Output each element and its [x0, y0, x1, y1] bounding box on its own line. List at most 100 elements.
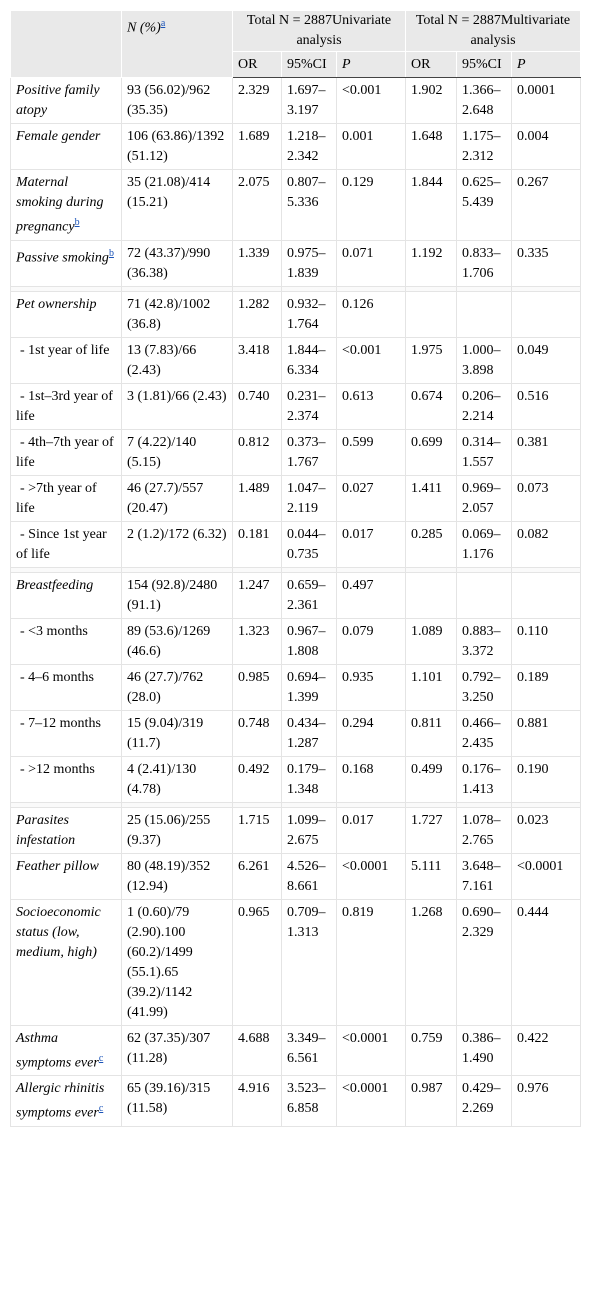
cell: <0.0001	[336, 852, 406, 900]
row-label-cell: Maternal smoking during pregnancyb	[10, 169, 122, 241]
row-label: Allergic rhinitis symptoms ever	[16, 1081, 105, 1121]
footnote-ref[interactable]: a	[160, 18, 166, 29]
cell: 65 (39.16)/315 (11.58)	[121, 1075, 233, 1127]
row-label-cell: - 7–12 months	[10, 709, 122, 757]
cell: 0.126	[336, 290, 406, 338]
cell: 0.434–1.287	[281, 709, 337, 757]
cell: 0.176–1.413	[456, 755, 512, 803]
footnote-ref[interactable]: c	[98, 1103, 104, 1115]
cell: 0.044–0.735	[281, 520, 337, 568]
column-header: P	[511, 51, 581, 78]
cell: 0.004	[511, 123, 581, 170]
row-label-cell: Pet ownership	[10, 290, 122, 338]
row-label: Pet ownership	[16, 296, 97, 312]
cell: 0.267	[511, 169, 581, 241]
cell: 1.192	[405, 239, 457, 287]
cell: 0.179–1.348	[281, 755, 337, 803]
empty-cell	[511, 290, 581, 338]
row-label: - Since 1st year of life	[16, 526, 107, 562]
cell: 0.444	[511, 898, 581, 1026]
cell: 13 (7.83)/66 (2.43)	[121, 336, 233, 384]
row-label: Positive family atopy	[16, 83, 100, 118]
cell: 0.625–5.439	[456, 169, 512, 241]
cell: 4.688	[232, 1024, 282, 1077]
cell: 3.418	[232, 336, 282, 384]
results-table: N (%)a Total N = 2887Univariate analysis…	[10, 10, 581, 1127]
row-label: Breastfeeding	[16, 577, 94, 593]
footnote-ref[interactable]: b	[74, 217, 80, 228]
cell: 1.218–2.342	[281, 123, 337, 170]
header-blank	[10, 10, 122, 78]
cell: 2.329	[232, 77, 282, 124]
table-row: Positive family atopy 93 (56.02)/962 (35.…	[10, 77, 581, 124]
cell: 0.965	[232, 898, 282, 1026]
header-n: N (%)a	[121, 10, 233, 78]
cell: 0.759	[405, 1024, 457, 1077]
cell: 46 (27.7)/762 (28.0)	[121, 663, 233, 711]
column-header: P	[336, 51, 406, 78]
row-label-cell: Positive family atopy	[10, 77, 122, 124]
cell: <0.0001	[336, 1024, 406, 1077]
column-header: OR	[232, 51, 282, 78]
cell: 0.466–2.435	[456, 709, 512, 757]
cell: 0.294	[336, 709, 406, 757]
row-label-cell: - >7th year of life	[10, 474, 122, 522]
table-row: - 7–12 months 15 (9.04)/319 (11.7) 0.748 0.…	[10, 709, 581, 757]
row-label-cell: Socioeconomic status (low, medium, high)	[10, 898, 122, 1026]
row-label: Asthma symptoms ever	[16, 1030, 99, 1071]
cell: 0.967–1.808	[281, 617, 337, 665]
cell: 0.812	[232, 428, 282, 476]
cell: 0.807–5.336	[281, 169, 337, 241]
cell: 0.613	[336, 382, 406, 430]
cell: 46 (27.7)/557 (20.47)	[121, 474, 233, 522]
cell: 0.883–3.372	[456, 617, 512, 665]
table-row: Maternal smoking during pregnancyb 35 (21…	[10, 169, 581, 241]
cell: 0.189	[511, 663, 581, 711]
row-label: - 7–12 months	[20, 715, 101, 731]
cell: 0.386–1.490	[456, 1024, 512, 1077]
cell: 1.175–2.312	[456, 123, 512, 170]
cell: 0.599	[336, 428, 406, 476]
cell: 0.069–1.176	[456, 520, 512, 568]
cell: <0.001	[336, 336, 406, 384]
empty-cell	[456, 571, 512, 619]
column-header: 95%CI	[456, 51, 512, 78]
cell: 3 (1.81)/66 (2.43)	[121, 382, 233, 430]
cell: 3.523–6.858	[281, 1075, 337, 1127]
cell: 1.844–6.334	[281, 336, 337, 384]
footnote-ref[interactable]: b	[108, 247, 114, 259]
cell: 1.648	[405, 123, 457, 170]
empty-cell	[405, 290, 457, 338]
cell: 1.099–2.675	[281, 806, 337, 854]
row-label-cell: - <3 months	[10, 617, 122, 665]
row-label-cell: - 1st–3rd year of life	[10, 382, 122, 430]
table-row: Parasites infestation 25 (15.06)/255 (9.3…	[10, 806, 581, 854]
cell: 1.282	[232, 290, 282, 338]
cell: 0.422	[511, 1024, 581, 1077]
cell: 5.111	[405, 852, 457, 900]
cell: 0.792–3.250	[456, 663, 512, 711]
cell: 2.075	[232, 169, 282, 241]
cell: 1.247	[232, 571, 282, 619]
cell: 0.881	[511, 709, 581, 757]
row-label: - 1st year of life	[20, 342, 110, 358]
cell: 0.674	[405, 382, 457, 430]
cell: 0.049	[511, 336, 581, 384]
cell: 0.516	[511, 382, 581, 430]
cell: 0.285	[405, 520, 457, 568]
cell: 4 (2.41)/130 (4.78)	[121, 755, 233, 803]
row-label-cell: Allergic rhinitis symptoms everc	[10, 1075, 122, 1127]
row-label: Female gender	[16, 129, 101, 144]
cell: 0.709–1.313	[281, 898, 337, 1026]
row-label: Passive smoking	[16, 250, 109, 266]
empty-cell	[511, 571, 581, 619]
cell: <0.0001	[336, 1075, 406, 1127]
footnote-ref[interactable]: c	[98, 1052, 104, 1064]
empty-cell	[456, 290, 512, 338]
cell: 0.027	[336, 474, 406, 522]
cell: 15 (9.04)/319 (11.7)	[121, 709, 233, 757]
cell: 0.833–1.706	[456, 239, 512, 287]
row-label-cell: - 4th–7th year of life	[10, 428, 122, 476]
row-label-cell: - >12 months	[10, 755, 122, 803]
table-row: - 1st year of life 13 (7.83)/66 (2.43) 3.4…	[10, 336, 581, 384]
